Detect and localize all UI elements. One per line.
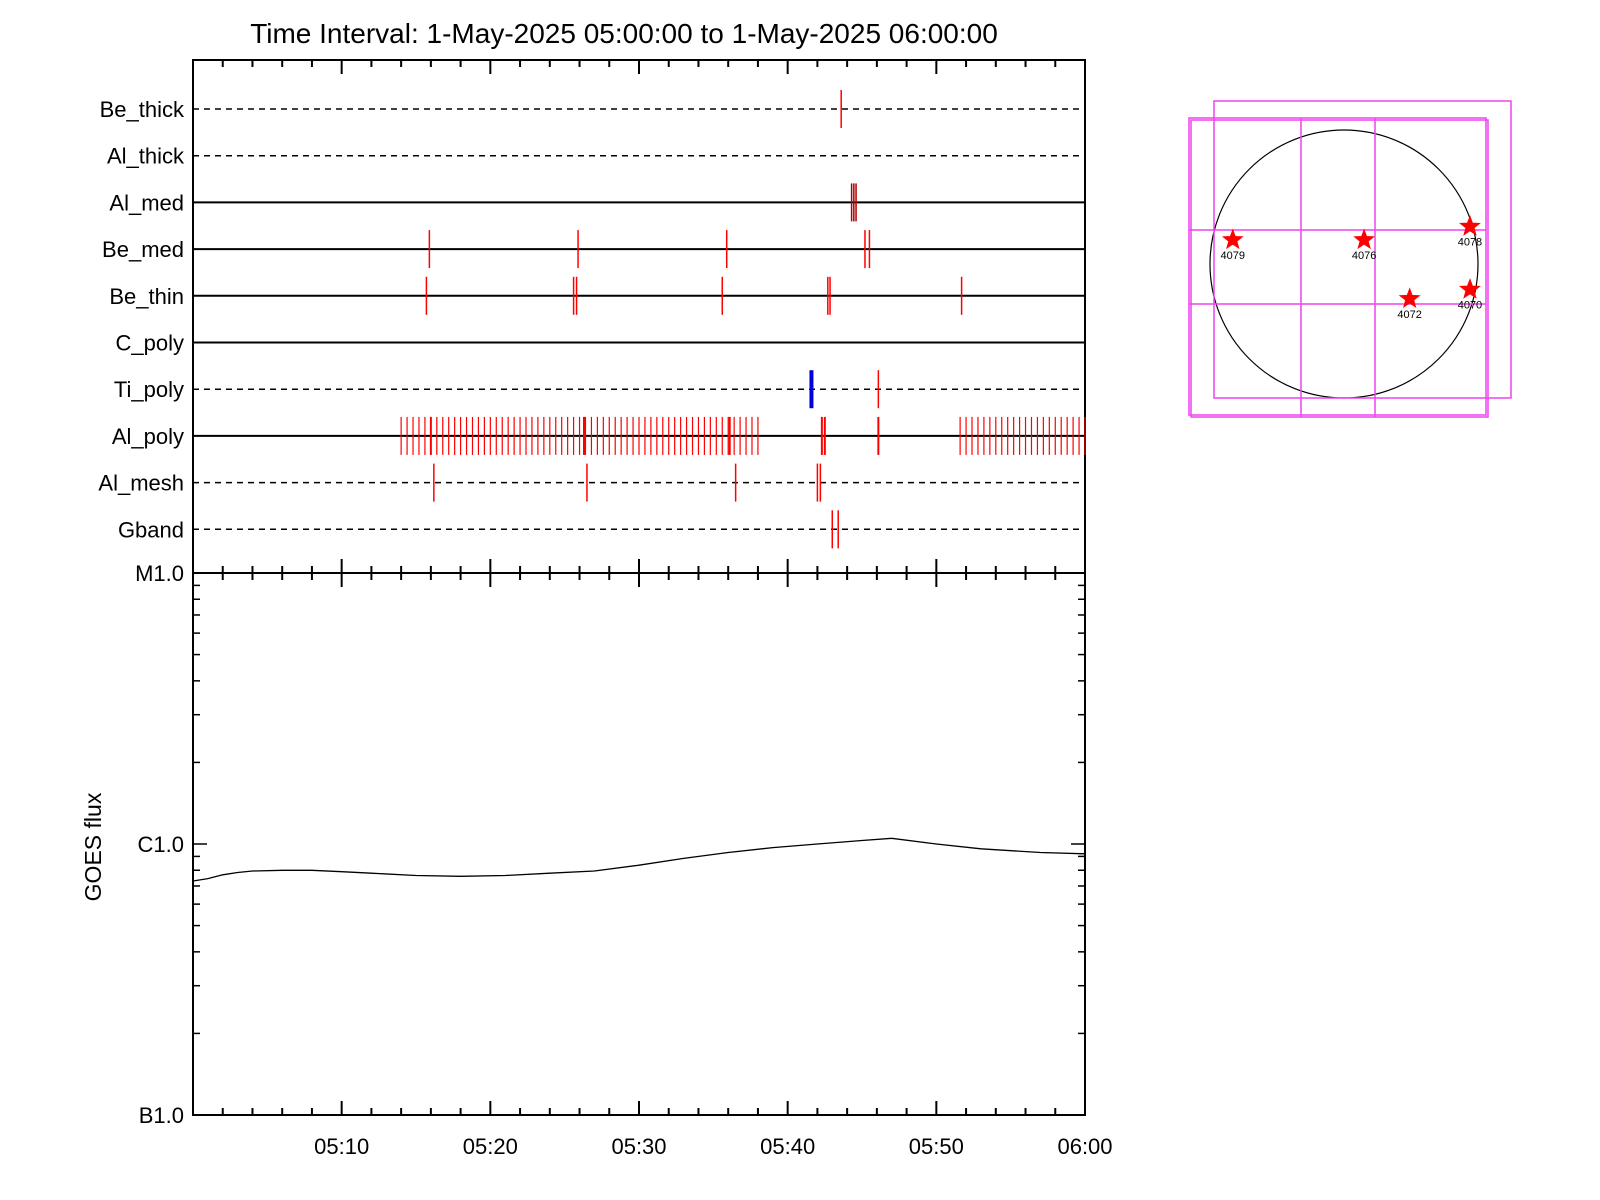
y-tick-label: M1.0 bbox=[135, 561, 184, 586]
row-label-ti-poly: Ti_poly bbox=[114, 377, 184, 402]
region-label-4079: 4079 bbox=[1221, 250, 1245, 262]
region-label-4070: 4070 bbox=[1458, 299, 1482, 311]
x-tick-label: 05:10 bbox=[314, 1134, 369, 1159]
region-star-4078 bbox=[1459, 215, 1481, 236]
row-label-be-thick: Be_thick bbox=[100, 97, 185, 122]
fov-box bbox=[1188, 117, 1487, 416]
row-label-be-med: Be_med bbox=[102, 237, 184, 262]
region-star-4076 bbox=[1353, 228, 1375, 250]
instrument-timeline: Be_thick Al_thick Al_med Be_med Be_thin C_pol… bbox=[98, 59, 1086, 574]
row-label-al-poly: Al_poly bbox=[112, 424, 184, 449]
x-tick-label: 05:50 bbox=[909, 1134, 964, 1159]
region-label-4072: 4072 bbox=[1397, 309, 1421, 321]
region-label-4076: 4076 bbox=[1352, 250, 1376, 262]
y-tick-label: B1.0 bbox=[139, 1103, 184, 1128]
row-label-c-poly: C_poly bbox=[116, 331, 184, 356]
row-label-al-thick: Al_thick bbox=[107, 144, 185, 169]
goes-flux-series bbox=[192, 837, 1086, 882]
x-tick-label: 06:00 bbox=[1057, 1134, 1112, 1159]
row-label-al-med: Al_med bbox=[109, 190, 184, 215]
region-star-4070 bbox=[1459, 278, 1481, 299]
x-tick-label: 05:20 bbox=[463, 1134, 518, 1159]
sun-map: 4079 4076 4078 4072 4070 bbox=[1188, 100, 1512, 418]
chart-title: Time Interval: 1-May-2025 05:00:00 to 1-… bbox=[250, 18, 998, 49]
row-label-al-mesh: Al_mesh bbox=[98, 471, 184, 496]
row-label-be-thin: Be_thin bbox=[109, 284, 184, 309]
timeline-frame bbox=[192, 59, 1086, 574]
y-axis-label: GOES flux bbox=[80, 792, 106, 901]
region-star-4079 bbox=[1221, 228, 1244, 250]
solar-disk bbox=[1209, 129, 1479, 399]
goes-frame bbox=[192, 572, 1086, 1116]
fov-box bbox=[1190, 119, 1489, 418]
goes-flux-plot: 05:10 05:20 05:30 05:40 05:50 06:00 M1.0 C1.0 B1… bbox=[135, 561, 1112, 1159]
y-tick-label: C1.0 bbox=[138, 832, 184, 857]
region-star-4072 bbox=[1398, 287, 1421, 309]
region-label-4078: 4078 bbox=[1458, 236, 1482, 248]
fov-box bbox=[1213, 100, 1512, 399]
x-tick-label: 05:30 bbox=[611, 1134, 666, 1159]
row-label-gband: Gband bbox=[118, 517, 184, 542]
x-tick-label: 05:40 bbox=[760, 1134, 815, 1159]
